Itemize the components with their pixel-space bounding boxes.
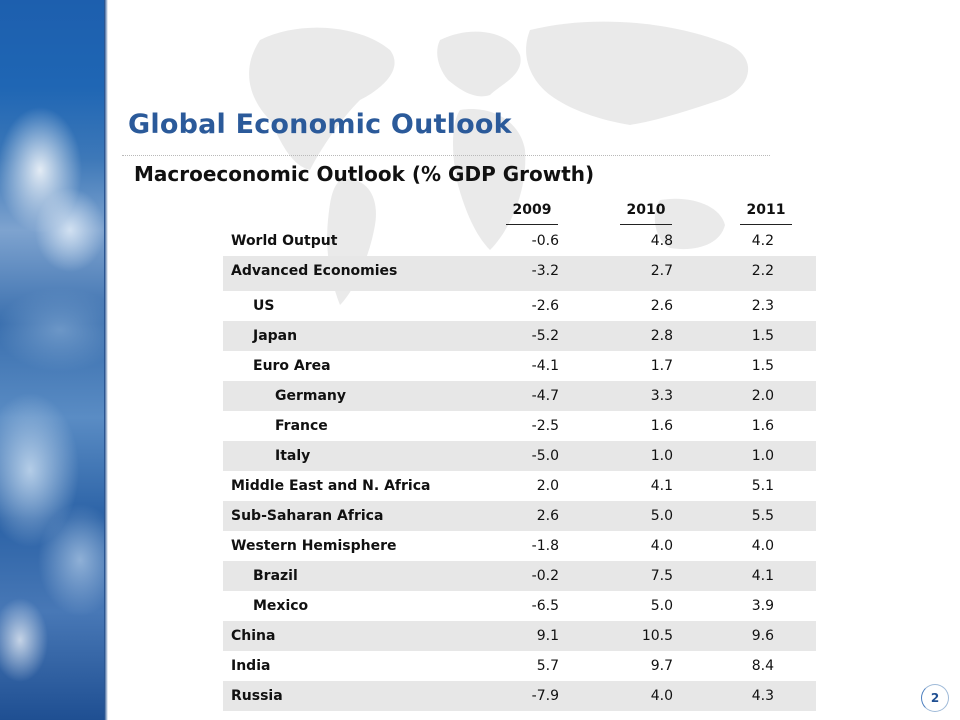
table-row: Japan -5.2 2.8 1.5 (223, 321, 816, 351)
row-label: Russia (231, 688, 283, 704)
value-cell-2011: 5.1 (751, 478, 774, 494)
value-cell-2011: 1.6 (751, 418, 774, 434)
row-label: Japan (253, 328, 298, 344)
value-cell-2010: 3.3 (650, 388, 673, 404)
table-row: Mexico -6.5 5.0 3.9 (223, 591, 816, 621)
world-map-watermark (249, 21, 749, 305)
row-label: World Output (231, 233, 338, 249)
value-cell-2010: 4.0 (650, 688, 673, 704)
value-cell-2009: 2.6 (536, 508, 559, 524)
table-subtitle: Macroeconomic Outlook (% GDP Growth) (134, 162, 595, 186)
year-header-2010: 2010 (606, 202, 686, 225)
value-cell-2010: 4.0 (650, 538, 673, 554)
year-header-2011: 2011 (726, 202, 806, 225)
value-cell-2010: 4.8 (650, 233, 673, 249)
value-cell-2010: 1.0 (650, 448, 673, 464)
value-cell-2011: 4.0 (751, 538, 774, 554)
value-cell-2009: -5.0 (531, 448, 559, 464)
value-cell-2009: -4.1 (531, 358, 559, 374)
table-row: India 5.7 9.7 8.4 (223, 651, 816, 681)
row-label: Italy (275, 448, 311, 464)
value-cell-2011: 5.5 (751, 508, 774, 524)
value-cell-2011: 2.2 (751, 263, 774, 279)
table-header: 2009 2010 2011 (223, 198, 816, 226)
value-cell-2009: -0.2 (531, 568, 559, 584)
value-cell-2011: 1.0 (751, 448, 774, 464)
value-cell-2011: 3.9 (751, 598, 774, 614)
table-row: Russia -7.9 4.0 4.3 (223, 681, 816, 711)
row-label: Sub-Saharan Africa (231, 508, 384, 524)
value-cell-2009: -3.2 (531, 263, 559, 279)
value-cell-2010: 4.1 (650, 478, 673, 494)
table-row: Advanced Economies -3.2 2.7 2.2 (223, 256, 816, 291)
value-cell-2009: 2.0 (536, 478, 559, 494)
value-cell-2010: 5.0 (650, 508, 673, 524)
value-cell-2010: 1.6 (650, 418, 673, 434)
value-cell-2009: -7.9 (531, 688, 559, 704)
value-cell-2010: 1.7 (650, 358, 673, 374)
row-label: Brazil (253, 568, 298, 584)
value-cell-2010: 2.6 (650, 298, 673, 314)
panel-edge-divider (104, 0, 108, 720)
table-row: Euro Area -4.1 1.7 1.5 (223, 351, 816, 381)
page-number: 2 (921, 684, 949, 712)
value-cell-2009: -5.2 (531, 328, 559, 344)
row-label: Germany (275, 388, 347, 404)
table-row: US -2.6 2.6 2.3 (223, 291, 816, 321)
value-cell-2009: -1.8 (531, 538, 559, 554)
row-label: Mexico (253, 598, 309, 614)
value-cell-2009: -2.6 (531, 298, 559, 314)
value-cell-2009: -4.7 (531, 388, 559, 404)
value-cell-2011: 1.5 (751, 328, 774, 344)
value-cell-2011: 9.6 (751, 628, 774, 644)
value-cell-2009: 9.1 (536, 628, 559, 644)
value-cell-2011: 4.3 (751, 688, 774, 704)
table-row: Middle East and N. Africa 2.0 4.1 5.1 (223, 471, 816, 501)
value-cell-2011: 4.1 (751, 568, 774, 584)
table-row: Germany -4.7 3.3 2.0 (223, 381, 816, 411)
value-cell-2011: 8.4 (751, 658, 774, 674)
table-row: Brazil -0.2 7.5 4.1 (223, 561, 816, 591)
value-cell-2010: 5.0 (650, 598, 673, 614)
earth-image-panel (0, 0, 108, 720)
value-cell-2010: 2.7 (650, 263, 673, 279)
table-row: Western Hemisphere -1.8 4.0 4.0 (223, 531, 816, 561)
value-cell-2009: -6.5 (531, 598, 559, 614)
value-cell-2009: -2.5 (531, 418, 559, 434)
table-row: Italy -5.0 1.0 1.0 (223, 441, 816, 471)
row-label: US (253, 298, 275, 314)
value-cell-2009: -0.6 (531, 233, 559, 249)
value-cell-2010: 9.7 (650, 658, 673, 674)
row-label: Euro Area (253, 358, 331, 374)
page-title: Global Economic Outlook (128, 109, 512, 140)
row-label: Middle East and N. Africa (231, 478, 431, 494)
table-row: Sub-Saharan Africa 2.6 5.0 5.5 (223, 501, 816, 531)
value-cell-2011: 2.3 (751, 298, 774, 314)
title-divider (122, 155, 770, 156)
value-cell-2011: 4.2 (751, 233, 774, 249)
value-cell-2010: 2.8 (650, 328, 673, 344)
value-cell-2011: 1.5 (751, 358, 774, 374)
row-label: China (231, 628, 276, 644)
table-row: China 9.1 10.5 9.6 (223, 621, 816, 651)
value-cell-2010: 7.5 (650, 568, 673, 584)
value-cell-2011: 2.0 (751, 388, 774, 404)
table-row: World Output -0.6 4.8 4.2 (223, 226, 816, 256)
row-label: India (231, 658, 271, 674)
table-body: World Output -0.6 4.8 4.2 Advanced Economies… (223, 226, 816, 711)
value-cell-2010: 10.5 (641, 628, 673, 644)
value-cell-2009: 5.7 (536, 658, 559, 674)
row-label: Western Hemisphere (231, 538, 397, 554)
year-header-2009: 2009 (492, 202, 572, 225)
gdp-growth-table: 2009 2010 2011 World Output -0.6 4.8 4.2 Adv… (223, 198, 816, 711)
row-label: Advanced Economies (231, 263, 398, 279)
row-label: France (275, 418, 328, 434)
table-row: France -2.5 1.6 1.6 (223, 411, 816, 441)
